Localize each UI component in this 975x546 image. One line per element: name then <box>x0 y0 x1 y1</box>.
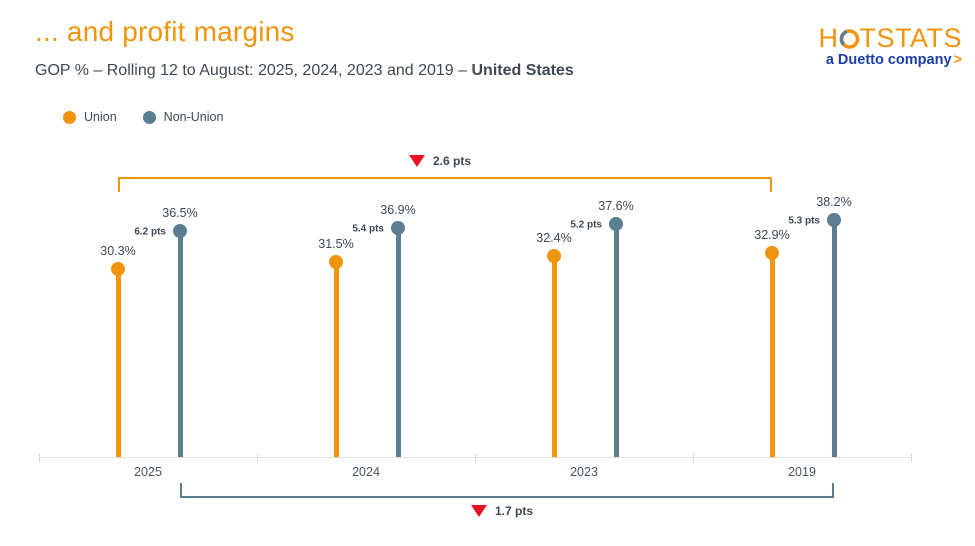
lollipop-stem-non-union-2025 <box>177 230 183 457</box>
hotstats-wordmark: H TSTATS <box>818 23 963 53</box>
axis-tick <box>911 453 912 462</box>
value-label-union-2024: 31.5% <box>318 236 354 251</box>
x-axis-label-2023: 2023 <box>570 465 598 479</box>
lollipop-dot-union-2025 <box>111 262 125 277</box>
chart-subtitle: GOP % – Rolling 12 to August: 2025, 2024… <box>35 62 574 80</box>
tagline-text: a Duetto company <box>825 52 952 69</box>
lollipop-dot-union-2024 <box>329 254 343 269</box>
union-swatch-icon <box>63 110 76 124</box>
legend-item-non-union: Non-Union <box>142 110 224 124</box>
lollipop-stem-union-2019 <box>769 253 775 457</box>
gap-label-2024: 5.4 pts <box>352 223 384 235</box>
logo-letters-rest: TSTATS <box>859 23 962 53</box>
bracket-label-union: 2.6 pts <box>408 154 472 168</box>
bracket-non-union <box>180 483 834 498</box>
lollipop-dot-non-union-2019 <box>827 213 841 228</box>
axis-tick <box>257 453 258 462</box>
value-label-union-2023: 32.4% <box>536 231 572 246</box>
decrease-triangle-icon <box>470 505 487 517</box>
x-axis-label-2019: 2019 <box>788 465 816 479</box>
lollipop-dot-non-union-2023 <box>609 216 623 231</box>
subtitle-country: United States <box>471 62 574 79</box>
value-label-non-union-2019: 38.2% <box>816 195 852 210</box>
value-label-non-union-2025: 36.5% <box>162 205 198 220</box>
axis-tick <box>693 453 694 462</box>
lollipop-stem-union-2023 <box>551 256 557 457</box>
lollipop-stem-union-2024 <box>333 261 339 457</box>
gap-label-2019: 5.3 pts <box>788 215 820 227</box>
gap-label-2025: 6.2 pts <box>134 226 166 238</box>
axis-tick <box>475 453 476 462</box>
bracket-label-non-union: 1.7 pts <box>470 504 534 518</box>
lollipop-dot-non-union-2024 <box>391 221 405 236</box>
lollipop-stem-non-union-2023 <box>613 223 619 457</box>
lollipop-stem-non-union-2019 <box>831 220 837 457</box>
value-label-union-2019: 32.9% <box>754 228 790 243</box>
legend: Union Non-Union <box>63 110 223 124</box>
lollipop-dot-non-union-2025 <box>173 223 187 238</box>
decrease-triangle-icon <box>408 155 425 167</box>
chevron-right-icon: > <box>953 52 962 69</box>
legend-label-non-union: Non-Union <box>163 110 224 124</box>
x-axis-label-2025: 2025 <box>134 465 162 479</box>
bracket-delta-text: 2.6 pts <box>432 154 472 168</box>
lollipop-dot-union-2019 <box>765 246 779 261</box>
axis-tick <box>39 453 40 462</box>
value-label-union-2025: 30.3% <box>100 244 136 259</box>
bracket-delta-text: 1.7 pts <box>494 504 534 518</box>
lollipop-dot-union-2023 <box>547 249 561 264</box>
x-axis-label-2024: 2024 <box>352 465 380 479</box>
non-union-swatch-icon <box>142 110 156 124</box>
logo-letter-h: H <box>818 23 839 53</box>
legend-item-union: Union <box>63 110 117 124</box>
page-title: ... and profit margins <box>35 16 295 47</box>
lollipop-stem-non-union-2024 <box>395 228 401 457</box>
value-label-non-union-2023: 37.6% <box>598 198 634 213</box>
lollipop-stem-union-2025 <box>115 269 121 457</box>
bracket-union <box>118 177 772 192</box>
logo-o-ring-icon <box>839 28 859 49</box>
subtitle-text: GOP % – Rolling 12 to August: 2025, 2024… <box>35 62 472 79</box>
logo-tagline: a Duetto company > <box>819 52 962 69</box>
legend-label-union: Union <box>84 110 117 124</box>
gap-label-2023: 5.2 pts <box>570 219 602 231</box>
hotstats-logo: H TSTATS a Duetto company > <box>819 24 963 69</box>
value-label-non-union-2024: 36.9% <box>380 203 416 218</box>
